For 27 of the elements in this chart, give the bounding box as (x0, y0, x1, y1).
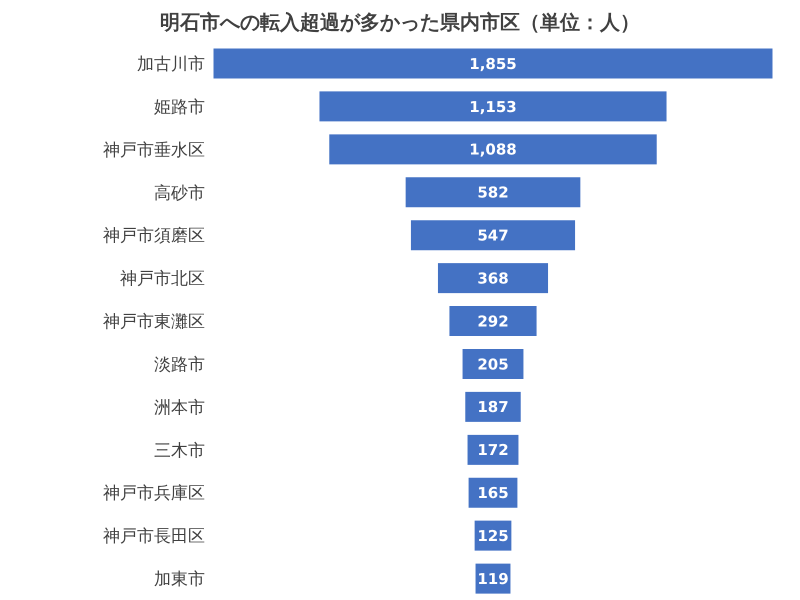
text: 明石市への転入超過が多かった県内市区（単位：人） (159, 9, 641, 36)
category-label: 加東市 (154, 570, 205, 590)
data-label: 125 (477, 526, 509, 545)
data-label: 172 (477, 441, 509, 460)
data-label: 1,855 (469, 54, 517, 73)
data-label: 1,088 (469, 140, 517, 159)
category-label: 神戸市東灘区 (103, 312, 205, 332)
data-label: 368 (477, 269, 509, 288)
category-label: 姫路市 (154, 97, 205, 118)
data-label: 547 (477, 226, 509, 245)
category-label: 淡路市 (154, 354, 205, 375)
data-label: 292 (477, 312, 509, 330)
category-label: 高砂市 (154, 183, 205, 204)
data-label: 205 (477, 355, 509, 374)
category-label: 神戸市北区 (120, 269, 205, 290)
category-label: 神戸市垂水区 (103, 140, 205, 160)
category-label: 神戸市須磨区 (103, 226, 205, 246)
data-label: 1,153 (469, 98, 517, 116)
category-label: 加古川市 (137, 54, 205, 74)
data-label: 582 (477, 184, 509, 202)
data-label: 165 (477, 484, 509, 502)
data-label: 119 (477, 570, 509, 588)
category-label: 神戸市長田区 (103, 526, 205, 547)
category-label: 三木市 (154, 440, 205, 461)
data-label: 187 (477, 398, 509, 416)
category-label: 神戸市兵庫区 (103, 484, 205, 504)
category-label: 洲本市 (154, 398, 205, 418)
